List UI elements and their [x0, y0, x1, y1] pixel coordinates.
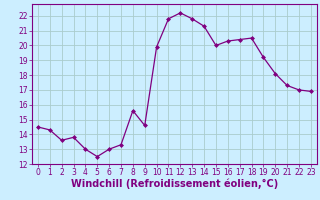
X-axis label: Windchill (Refroidissement éolien,°C): Windchill (Refroidissement éolien,°C)	[71, 179, 278, 189]
